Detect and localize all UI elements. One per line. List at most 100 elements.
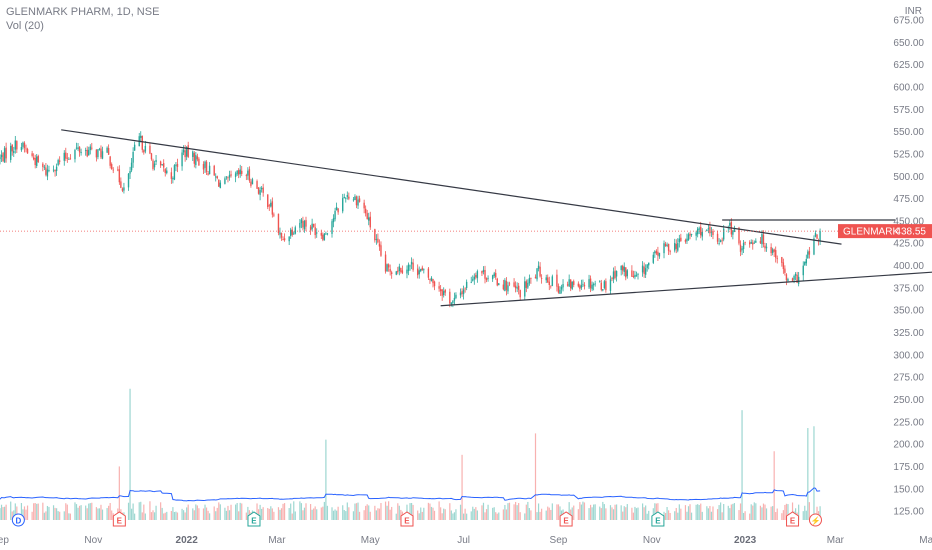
volume-bar — [395, 513, 397, 520]
candle-body — [496, 278, 498, 286]
event-marker[interactable]: ⚡ — [808, 513, 822, 527]
volume-bar — [750, 504, 752, 520]
volume-bar — [775, 512, 777, 520]
volume-bar — [674, 511, 676, 520]
volume-bar — [700, 503, 702, 520]
price-axis[interactable]: 675.00 650.00 625.00 600.00 575.00 550.00 525.… — [893, 16, 924, 518]
candle-body — [805, 259, 808, 264]
candle-body — [620, 266, 622, 271]
volume-bar — [378, 508, 381, 520]
event-marker[interactable]: E — [559, 511, 573, 527]
event-marker[interactable]: E — [400, 511, 414, 527]
volume-bar — [765, 508, 768, 520]
volume-bar — [184, 512, 186, 520]
volume-bar — [707, 508, 709, 520]
candle-body — [248, 169, 251, 181]
candle-body — [68, 159, 70, 160]
volume-bar — [739, 503, 742, 520]
price-tick-label: 375.00 — [893, 283, 924, 294]
price-tick-label: 550.00 — [893, 127, 924, 138]
volume-bar — [363, 510, 365, 520]
volume-bar — [808, 502, 810, 520]
volume-bar — [314, 506, 316, 520]
volume-bar — [475, 507, 477, 520]
candle-body — [31, 153, 33, 156]
volume-bar — [224, 507, 226, 520]
candle-body — [224, 178, 226, 184]
event-marker-label: D — [15, 517, 21, 526]
candle-body — [303, 221, 306, 230]
volume-bar — [331, 507, 333, 520]
trendlines[interactable] — [61, 129, 932, 307]
dividend-icon — [11, 513, 25, 527]
candle-body — [337, 208, 339, 213]
volume-bar — [588, 508, 590, 520]
event-marker[interactable]: D — [11, 513, 25, 527]
volume-bar — [273, 511, 275, 520]
volume-bar — [365, 505, 367, 520]
volume-bar — [496, 513, 498, 520]
volume-bar — [625, 507, 627, 520]
price-tick-label: 650.00 — [893, 38, 924, 49]
candle-body — [802, 265, 804, 276]
candle-body — [491, 275, 494, 280]
volume-bar — [388, 501, 390, 520]
candle-body — [472, 279, 474, 281]
candle-body — [101, 151, 104, 159]
candle-body — [364, 208, 367, 214]
volume-bar — [111, 510, 113, 520]
candle-body — [700, 226, 702, 236]
volume-bar — [516, 505, 518, 520]
candle-body — [170, 172, 173, 179]
volume-indicator-label[interactable]: Vol (20) — [6, 20, 44, 32]
event-marker[interactable]: E — [651, 511, 665, 527]
candle-body — [706, 229, 708, 232]
candle-body — [42, 163, 44, 168]
volume-bar — [716, 509, 719, 520]
volume-bar — [300, 503, 303, 520]
volume-bar — [485, 509, 488, 520]
volume-bar — [654, 503, 656, 520]
volume-bar — [744, 511, 746, 520]
volume-bar — [325, 439, 327, 520]
candle-body — [524, 281, 526, 297]
volume-bar — [398, 505, 400, 520]
candle-body — [438, 286, 440, 289]
candle-body — [764, 245, 766, 249]
candle-body — [791, 278, 794, 281]
volume-bar — [368, 505, 370, 520]
candle-body — [378, 243, 381, 247]
candle-body — [470, 281, 472, 283]
candle-body — [761, 233, 763, 245]
event-marker[interactable]: E — [247, 511, 261, 527]
volume-bar — [45, 511, 47, 520]
candle-body — [166, 170, 168, 174]
volume-bar — [701, 511, 703, 520]
candle-body — [331, 221, 333, 234]
volume-bar — [14, 503, 16, 520]
candle-body — [150, 153, 153, 160]
event-marker[interactable]: E — [786, 511, 800, 527]
candle-body — [677, 243, 679, 251]
volume-bar — [337, 506, 339, 520]
volume-bar — [749, 513, 751, 520]
time-tick-label: Mar — [827, 535, 845, 546]
volume-bar — [374, 505, 376, 520]
candle-body — [181, 152, 183, 167]
candle-body — [770, 247, 772, 254]
candle-body — [152, 160, 154, 169]
volume-bar — [620, 505, 622, 520]
volume-bar — [320, 507, 322, 520]
candle-body — [78, 146, 81, 153]
time-axis[interactable]: SepNov2022MarMayJulSepNov2023MarMayJul — [0, 535, 932, 546]
earnings-icon — [112, 511, 126, 527]
volume-bar — [441, 513, 443, 520]
event-marker[interactable]: E — [112, 511, 126, 527]
candle-body — [669, 251, 671, 253]
volume-bar — [573, 505, 575, 520]
volume-bar — [807, 428, 809, 520]
price-tick-label: 450.00 — [893, 216, 924, 227]
